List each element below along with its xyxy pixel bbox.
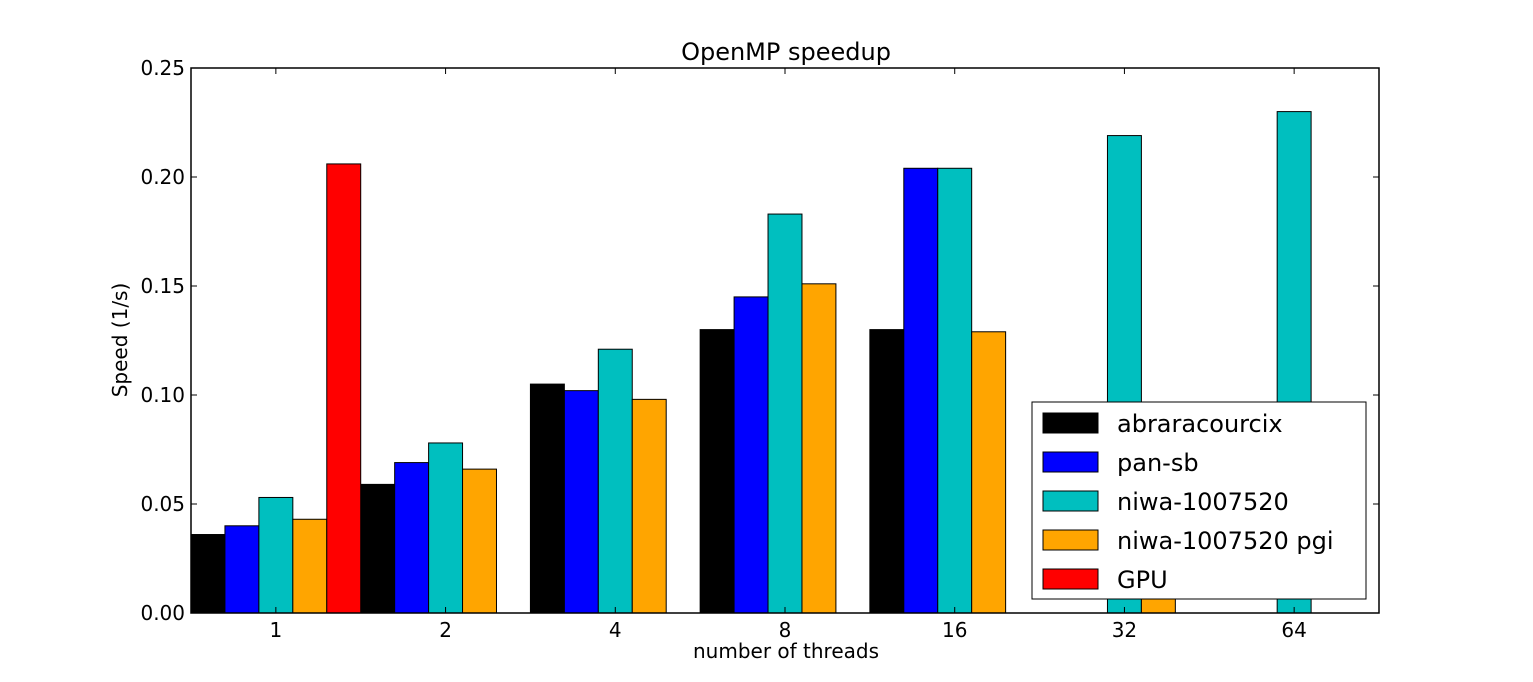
legend-label: niwa-1007520	[1117, 488, 1289, 516]
bar-niwa-1007520-pgi-8	[801, 283, 837, 614]
legend-swatch	[1042, 568, 1099, 590]
x-tick-label: 2	[439, 618, 452, 642]
legend-label: niwa-1007520 pgi	[1117, 527, 1334, 555]
bar-niwa-1007520-8	[767, 213, 803, 614]
x-axis-label: number of threads	[693, 639, 879, 663]
bar-niwa-1007520-4	[597, 348, 633, 614]
y-axis-label: Speed (1/s)	[108, 283, 132, 398]
bar-abraracourcix-2	[360, 483, 396, 614]
bar-pan-sb-8	[733, 296, 769, 614]
y-tick-label: 0.10	[140, 383, 185, 407]
bar-pan-sb-2	[394, 462, 430, 614]
legend-swatch	[1042, 529, 1099, 551]
bar-pan-sb-16	[903, 167, 939, 614]
legend-swatch	[1042, 412, 1099, 434]
legend-label: abraracourcix	[1117, 410, 1283, 438]
bar-abraracourcix-16	[869, 329, 905, 614]
bar-niwa-1007520-2	[428, 442, 464, 614]
x-tick-label: 4	[609, 618, 622, 642]
x-tick-label: 8	[779, 618, 792, 642]
bar-abraracourcix-4	[529, 383, 565, 614]
bar-niwa-1007520-pgi-16	[971, 331, 1007, 614]
bar-pan-sb-1	[224, 525, 260, 614]
bar-niwa-1007520-1	[258, 496, 294, 614]
x-tick-label: 16	[942, 618, 967, 642]
ticks-group: 1 2 4 8 16 32 64 0.00 0.05 0.10 0.15 0.20 0.25	[140, 56, 1379, 642]
chart-title: OpenMP speedup	[681, 38, 891, 66]
legend: abraracourcix pan-sb niwa-1007520 niwa-1007…	[1031, 401, 1367, 600]
bar-niwa-1007520-pgi-4	[631, 398, 667, 614]
y-tick-label: 0.15	[140, 274, 185, 298]
bar-niwa-1007520-pgi-1	[292, 518, 328, 614]
bar-abraracourcix-1	[190, 534, 226, 614]
bar-abraracourcix-8	[699, 329, 735, 614]
legend-label: GPU	[1117, 566, 1168, 594]
x-tick-label: 64	[1281, 618, 1306, 642]
y-tick-label: 0.25	[140, 56, 185, 80]
legend-swatch	[1042, 490, 1099, 512]
bar-niwa-1007520-16	[937, 167, 973, 614]
bar-niwa-1007520-pgi-2	[462, 468, 497, 614]
bar-pan-sb-4	[563, 390, 599, 614]
legend-label: pan-sb	[1117, 449, 1199, 477]
y-tick-label: 0.20	[140, 165, 185, 189]
legend-swatch	[1042, 451, 1099, 473]
y-tick-label: 0.05	[140, 492, 185, 516]
y-tick-label: 0.00	[140, 601, 185, 625]
bar-GPU-1	[326, 163, 362, 614]
x-tick-label: 1	[269, 618, 282, 642]
x-tick-label: 32	[1112, 618, 1137, 642]
